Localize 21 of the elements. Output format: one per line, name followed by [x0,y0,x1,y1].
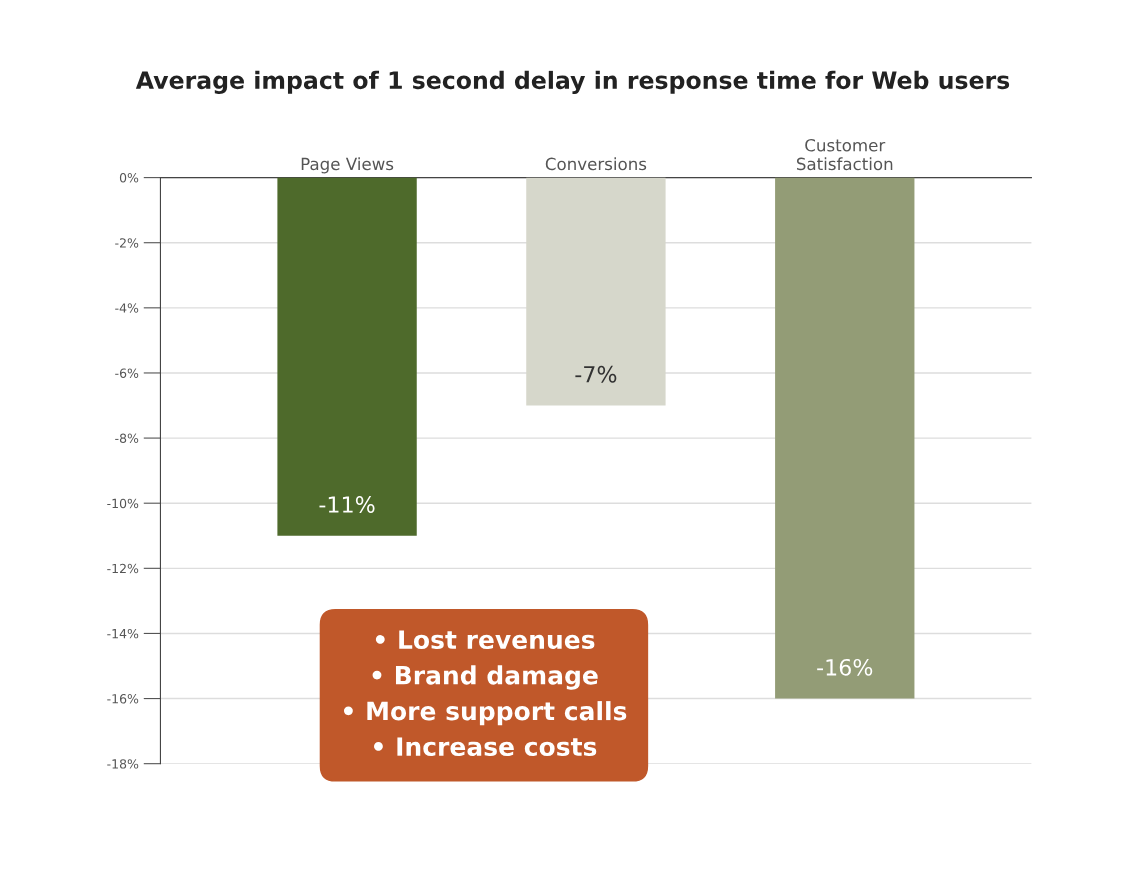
annotation: • Brand damage [372,665,598,690]
chart-title: Average impact of 1 second delay in response time for Web users [135,70,1010,94]
x-tick-label: Conversions [545,157,647,171]
data-label: -11% [319,496,375,513]
annotation: • Increase costs [374,737,597,757]
y-tick-label: -16% [107,694,139,704]
y-tick-label: -14% [107,628,139,639]
data-label: -16% [817,658,873,676]
y-tick-label: -12% [107,563,139,574]
x-tick-label: Customer Satisfaction [796,138,893,171]
y-tick-label: 0% [119,173,139,183]
y-tick-label: -4% [115,303,139,313]
annotation: • Lost revenues [375,630,595,650]
y-tick-label: -6% [115,368,139,378]
annotation: • More support calls [344,701,627,726]
y-tick-label: -10% [107,498,139,509]
data-label: -7% [575,365,617,383]
y-tick-label: -8% [115,433,139,444]
x-tick-label: Page Views [301,157,394,174]
y-tick-label: -18% [107,759,139,769]
y-tick-label: -2% [115,238,139,248]
